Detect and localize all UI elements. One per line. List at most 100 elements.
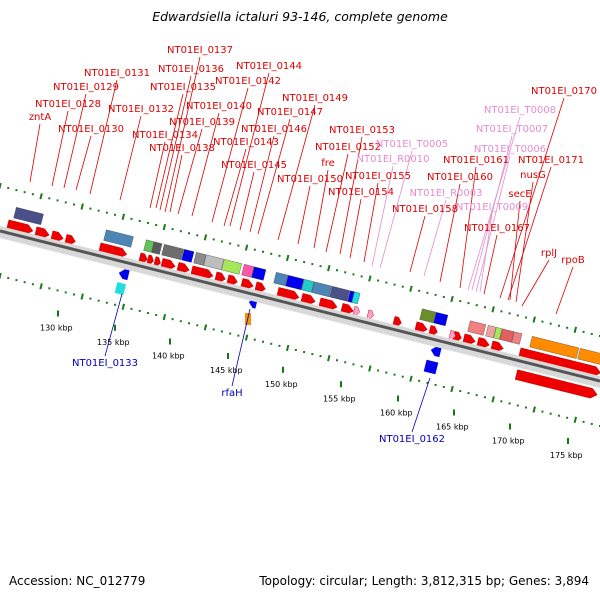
- leader-line: [409, 215, 426, 273]
- cog-box: [419, 308, 437, 324]
- outer-dot: [48, 197, 51, 200]
- gene-label: rpoB: [561, 255, 585, 266]
- inner-dot: [7, 277, 10, 280]
- leader-line: [89, 79, 118, 195]
- outer-dot: [467, 302, 470, 305]
- cog-box: [329, 286, 350, 302]
- cog-box: [161, 244, 184, 260]
- outer-dot: [549, 322, 552, 325]
- accession-text: Accession: NC_012779: [9, 574, 146, 588]
- outer-dot: [278, 254, 281, 257]
- cog-box: [577, 348, 600, 367]
- gene-label: NT01EI_0152: [315, 142, 381, 153]
- leader-line: [507, 166, 552, 301]
- gene-label: secE: [508, 189, 531, 200]
- inner-dot: [525, 406, 528, 409]
- minus-gene-box: [114, 282, 127, 296]
- leader-line: [483, 234, 498, 295]
- cog-box: [467, 320, 487, 336]
- cog-box: [285, 275, 305, 291]
- outer-tick: [368, 275, 372, 282]
- gene-label: NT01EI_0136: [158, 64, 224, 75]
- outer-dot: [303, 261, 306, 264]
- cog-box: [301, 279, 315, 293]
- outer-tick: [409, 285, 413, 292]
- outer-dot: [294, 258, 297, 261]
- gene-label: NT01EI_R0010: [357, 154, 430, 165]
- leader-line: [229, 72, 270, 227]
- outer-dot: [15, 189, 18, 192]
- cog-box: [13, 207, 44, 225]
- outer-dot: [72, 203, 75, 206]
- leader-line: [423, 199, 447, 277]
- gene-label: NT01EI_0149: [282, 93, 348, 104]
- gene-label: NT01EI_0145: [221, 160, 287, 171]
- cog-box: [151, 241, 163, 255]
- axis-tick-label: 140 kbp: [152, 352, 185, 361]
- outer-dot: [23, 191, 26, 194]
- leader-line: [159, 75, 192, 211]
- gene-label: NT01EI_T0005: [376, 139, 448, 150]
- gene-label: NT01EI_0133: [72, 358, 138, 369]
- cog-box: [499, 328, 515, 343]
- inner-dot: [171, 318, 174, 321]
- inner-dot: [15, 279, 18, 282]
- outer-dot: [64, 201, 67, 204]
- cog-box: [311, 281, 332, 297]
- outer-dot: [377, 279, 380, 282]
- gene-label: NT01EI_0170: [531, 86, 597, 97]
- inner-dot: [459, 390, 462, 393]
- gene-label: NT01EI_0132: [108, 104, 174, 115]
- inner-dot: [138, 309, 141, 312]
- outer-dot: [483, 306, 486, 309]
- leader-line: [191, 112, 220, 217]
- inner-dot: [393, 373, 396, 376]
- gene-label: rfaH: [221, 388, 242, 399]
- inner-dot: [303, 351, 306, 354]
- inner-tick: [409, 375, 413, 382]
- minus-gene-box: [423, 359, 439, 375]
- outer-dot: [516, 314, 519, 317]
- leader-line: [499, 97, 565, 299]
- cog-box: [485, 325, 497, 339]
- genome-backbone: [0, 226, 600, 388]
- gene-label: NT01EI_T0007: [476, 124, 548, 135]
- inner-dot: [72, 293, 75, 296]
- outer-dot: [89, 207, 92, 210]
- inner-tick: [285, 344, 290, 352]
- plus-strand-genes: [6, 219, 600, 399]
- leader-line: [75, 135, 92, 191]
- outer-dot: [541, 320, 544, 323]
- gene-label: NT01EI_T0008: [484, 105, 556, 116]
- inner-dot: [467, 392, 470, 395]
- gene-label: NT01EI_0162: [379, 434, 445, 445]
- inner-dot: [508, 402, 511, 405]
- leader-line: [363, 182, 379, 263]
- inner-dot: [89, 297, 92, 300]
- outer-dot: [508, 312, 511, 315]
- outer-tick: [0, 182, 2, 190]
- cog-box: [193, 252, 207, 266]
- inner-dot: [262, 340, 265, 343]
- outer-dot: [220, 240, 223, 243]
- inner-dot: [105, 301, 108, 304]
- inner-dot: [97, 299, 100, 302]
- leader-line: [119, 115, 142, 201]
- gene-label: NT01EI_T0009: [456, 202, 528, 213]
- inner-dot: [64, 291, 67, 294]
- gene-label: zntA: [29, 112, 52, 123]
- inner-dot: [278, 344, 281, 347]
- outer-dot: [401, 285, 404, 288]
- outer-dot: [212, 238, 215, 241]
- inner-dot: [335, 359, 338, 362]
- gene-label: NT01EI_0130: [58, 124, 124, 135]
- outer-dot: [566, 326, 569, 329]
- cog-box: [273, 272, 289, 287]
- leader-line: [104, 293, 123, 357]
- outer-dot: [590, 332, 593, 335]
- leader-line: [475, 155, 511, 293]
- leader-line: [379, 150, 413, 269]
- inner-dot: [179, 320, 182, 323]
- leader-line: [223, 148, 247, 227]
- outer-tick: [203, 234, 208, 241]
